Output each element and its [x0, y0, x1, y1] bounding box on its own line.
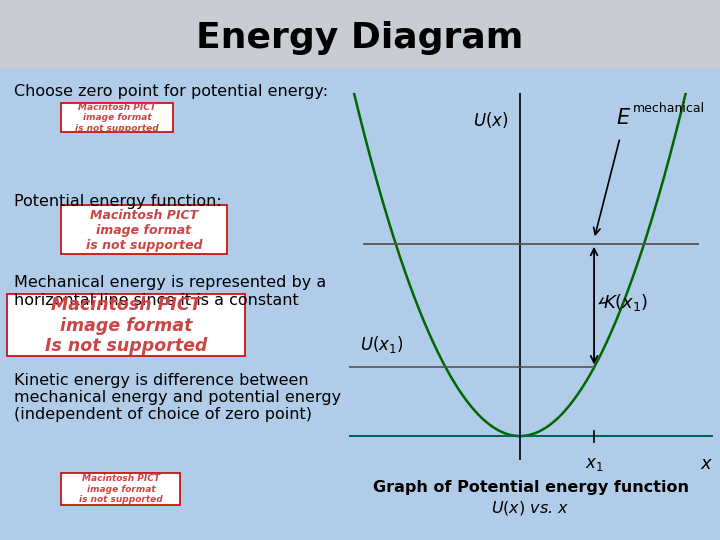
Text: $x$: $x$: [701, 455, 714, 473]
Text: Choose zero point for potential energy:: Choose zero point for potential energy:: [14, 84, 328, 99]
Text: $x_1$: $x_1$: [585, 455, 603, 473]
Text: Macintosh PICT
image format
Is not supported: Macintosh PICT image format Is not suppo…: [45, 296, 207, 355]
Bar: [61, 103, 173, 132]
Bar: [61, 205, 227, 254]
Text: Macintosh PICT
image format
is not supported: Macintosh PICT image format is not suppo…: [79, 474, 163, 504]
Text: Mechanical energy is represented by a
horizontal line since it is a constant: Mechanical energy is represented by a ho…: [14, 275, 327, 308]
Bar: [0, 68, 720, 540]
Text: mechanical: mechanical: [633, 102, 705, 115]
Text: $U(x)$ vs. $x$: $U(x)$ vs. $x$: [492, 498, 570, 517]
Text: Kinetic energy is difference between
mechanical energy and potential energy
(ind: Kinetic energy is difference between mec…: [14, 373, 341, 422]
Text: Potential energy function:: Potential energy function:: [14, 194, 222, 210]
Bar: [7, 294, 245, 356]
Bar: [0, 0, 720, 68]
Text: $U(x)$: $U(x)$: [473, 110, 509, 130]
Text: $K(x_1)$: $K(x_1)$: [603, 292, 649, 313]
Text: Energy Diagram: Energy Diagram: [197, 21, 523, 55]
Text: Macintosh PICT
image format
is not supported: Macintosh PICT image format is not suppo…: [86, 208, 202, 252]
Text: $E$: $E$: [616, 108, 631, 128]
Text: Graph of Potential energy function: Graph of Potential energy function: [373, 480, 688, 495]
Text: Macintosh PICT
image format
is not supported: Macintosh PICT image format is not suppo…: [76, 103, 159, 133]
Text: $U(x_1)$: $U(x_1)$: [360, 334, 404, 355]
Bar: [61, 472, 180, 505]
